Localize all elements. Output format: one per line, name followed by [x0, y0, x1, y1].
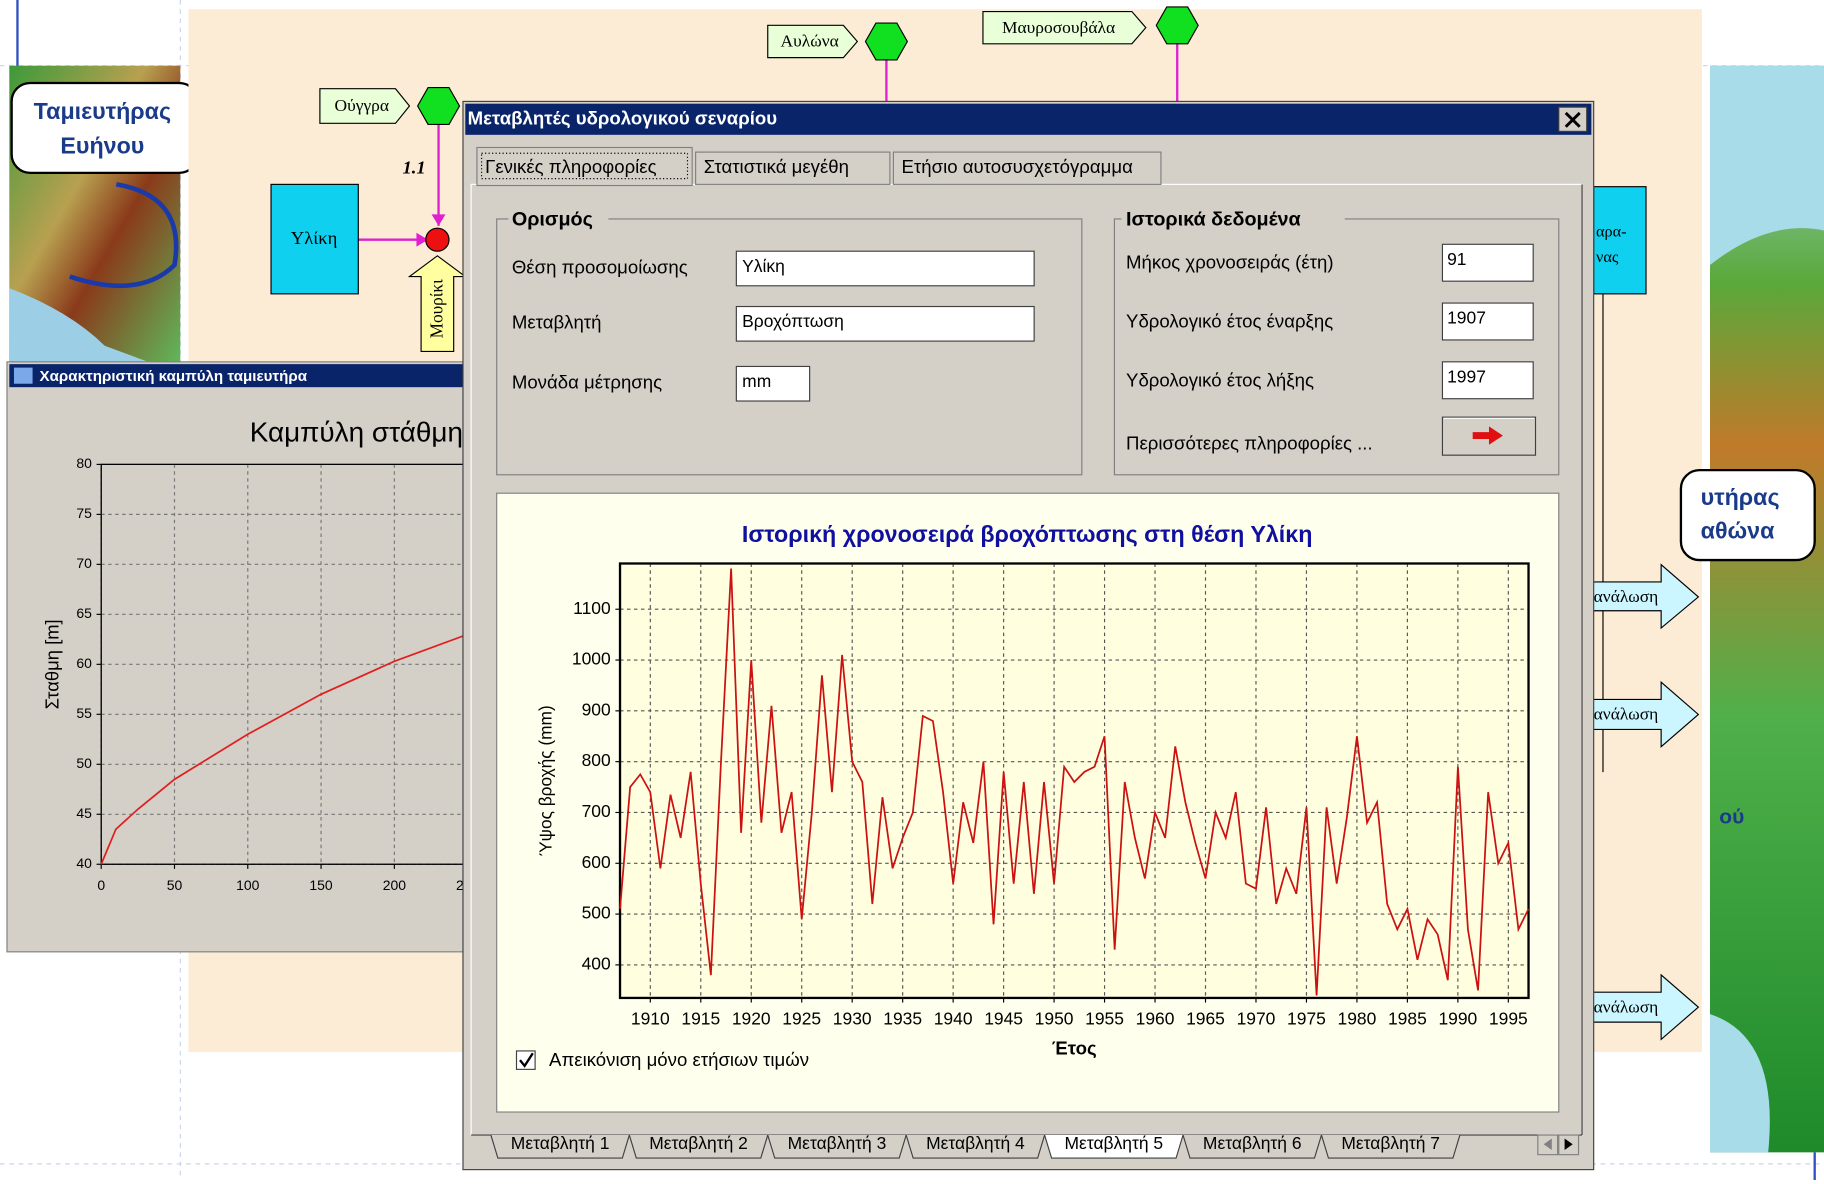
checkbox-label: Απεικόνιση μόνο ετήσιων τιμών: [549, 1049, 809, 1070]
tab-label: Στατιστικά μεγέθη: [704, 156, 849, 177]
map-label: Ευήνου: [60, 133, 144, 159]
box-label: αρα-: [1596, 223, 1627, 241]
reservoir-window: Χαρακτηριστική καμπύλη ταμιευτήρα Καμπύλ…: [7, 362, 480, 952]
y-tick-label: 1100: [573, 598, 611, 618]
input-value: Υλίκη: [742, 256, 785, 276]
x-tick-label: 1970: [1237, 1008, 1276, 1028]
map-label: υτήρας: [1701, 484, 1780, 510]
sheet-tab-label: Μεταβλητή 2: [649, 1133, 748, 1153]
chart-title: Καμπύλη στάθμη: [250, 417, 463, 448]
input-value: mm: [742, 371, 771, 391]
field-label: Μονάδα μέτρησης: [512, 372, 662, 393]
x-tick-label: 1980: [1338, 1008, 1377, 1028]
field-label: Υδρολογικό έτος έναρξης: [1126, 311, 1333, 332]
inflow-label: Μουρίκι: [427, 279, 446, 339]
x-tick-label: 1990: [1438, 1008, 1477, 1028]
x-tick-label: 1950: [1035, 1008, 1074, 1028]
y-tick-label: 70: [76, 555, 92, 571]
more-label: Περισσότερες πληροφορίες ...: [1126, 433, 1373, 454]
y-tick-label: 60: [76, 655, 92, 671]
x-axis-label: Έτος: [1052, 1038, 1097, 1059]
node-label: Μαυροσουβάλα: [1002, 18, 1115, 37]
input-value: 91: [1447, 249, 1466, 269]
y-tick-label: 600: [582, 852, 611, 872]
checkbox[interactable]: [516, 1051, 535, 1069]
y-tick-label: 400: [582, 954, 611, 974]
sheet-tab-label: Μεταβλητή 7: [1341, 1133, 1440, 1153]
dialog: Μεταβλητές υδρολογικού σεναρίου Γενικές …: [463, 101, 1594, 1169]
y-axis-label: Ύψος βροχής (mm): [535, 705, 555, 856]
y-tick-label: 40: [76, 855, 92, 871]
x-tick-label: 100: [236, 877, 260, 893]
node-label: Αυλώνα: [781, 32, 839, 51]
window-title: Χαρακτηριστική καμπύλη ταμιευτήρα: [40, 368, 308, 385]
y-tick-label: 1000: [572, 649, 611, 669]
y-tick-label: 65: [76, 605, 92, 621]
x-tick-label: 1935: [883, 1008, 922, 1028]
map-label: αθώνα: [1701, 518, 1775, 544]
y-tick-label: 500: [582, 903, 611, 923]
group-title: Ορισμός: [512, 208, 593, 230]
sheet-tab-label: Μεταβλητή 6: [1203, 1133, 1302, 1153]
x-tick-label: 1955: [1085, 1008, 1124, 1028]
field-label: Μήκος χρονοσειράς (έτη): [1126, 252, 1334, 273]
x-tick-label: 1920: [732, 1008, 771, 1028]
input-value: 1907: [1447, 308, 1486, 328]
group-title: Ιστορικά δεδομένα: [1126, 208, 1301, 230]
sheet-tab-label: Μεταβλητή 1: [511, 1133, 610, 1153]
map-label: Ταμιευτήρας: [34, 98, 171, 124]
x-tick-label: 1915: [681, 1008, 720, 1028]
sheet-tab-label: Μεταβλητή 4: [926, 1133, 1025, 1153]
y-axis-label: Σταθμη [m]: [41, 619, 62, 709]
map-label: ού: [1719, 806, 1744, 829]
tab-label: Γενικές πληροφορίες: [485, 156, 657, 177]
reservoir-label: Υλίκη: [291, 228, 338, 249]
y-tick-label: 75: [76, 505, 92, 521]
close-button[interactable]: [1559, 107, 1587, 131]
y-tick-label: 55: [76, 705, 92, 721]
scroll-buttons[interactable]: [1538, 1135, 1579, 1155]
x-tick-label: 1995: [1489, 1008, 1528, 1028]
x-tick-label: 0: [97, 877, 105, 893]
sheet-tab-label: Μεταβλητή 5: [1065, 1133, 1164, 1153]
x-tick-label: 1910: [631, 1008, 670, 1028]
y-tick-label: 80: [76, 455, 92, 471]
y-tick-label: 800: [582, 750, 611, 770]
y-tick-label: 700: [582, 801, 611, 821]
x-tick-label: 1940: [934, 1008, 973, 1028]
x-tick-label: 1930: [833, 1008, 872, 1028]
tab-label: Ετήσιο αυτοσυσχετόγραμμα: [902, 156, 1134, 177]
x-tick-label: 1965: [1186, 1008, 1225, 1028]
outflow-label: ανάλωση: [1594, 997, 1659, 1016]
field-label: Υδρολογικό έτος λήξης: [1126, 369, 1314, 390]
more-button[interactable]: [1442, 417, 1535, 455]
x-tick-label: 1975: [1287, 1008, 1326, 1028]
field-label: Μεταβλητή: [512, 312, 602, 333]
x-tick-label: 1985: [1388, 1008, 1427, 1028]
box-label: νας: [1596, 248, 1619, 266]
sheet-tab-label: Μεταβλητή 3: [788, 1133, 887, 1153]
x-tick-label: 150: [309, 877, 333, 893]
chart-title: Ιστορική χρονοσειρά βροχόπτωσης στη θέση…: [742, 521, 1312, 547]
dialog-title: Μεταβλητές υδρολογικού σεναρίου: [468, 108, 778, 129]
x-tick-label: 1945: [984, 1008, 1023, 1028]
y-tick-label: 50: [76, 755, 92, 771]
y-tick-label: 45: [76, 805, 92, 821]
node-label: Ούγγρα: [335, 96, 389, 115]
left-map-label: Ταμιευτήρας Ευήνου: [12, 83, 198, 173]
y-tick-label: 900: [582, 699, 611, 719]
x-tick-label: 1925: [782, 1008, 821, 1028]
input-value: Βροχόπτωση: [742, 311, 844, 331]
outflow-label: ανάλωση: [1594, 587, 1659, 606]
x-tick-label: 1960: [1136, 1008, 1175, 1028]
x-tick-label: 50: [167, 877, 183, 893]
input-value: 1997: [1447, 367, 1486, 387]
link-label: 1.1: [402, 158, 425, 179]
outflow-label: ανάλωση: [1594, 705, 1659, 724]
page: { "slide": { "left_label": ["Ταμιευτήρας…: [0, 0, 1824, 1180]
field-label: Θέση προσομοίωσης: [512, 256, 688, 277]
x-tick-label: 200: [383, 877, 407, 893]
screen: Ταμιευτήρας Ευήνου Ούγγρα Αυλώνα Μαυροσο…: [0, 0, 1824, 1180]
